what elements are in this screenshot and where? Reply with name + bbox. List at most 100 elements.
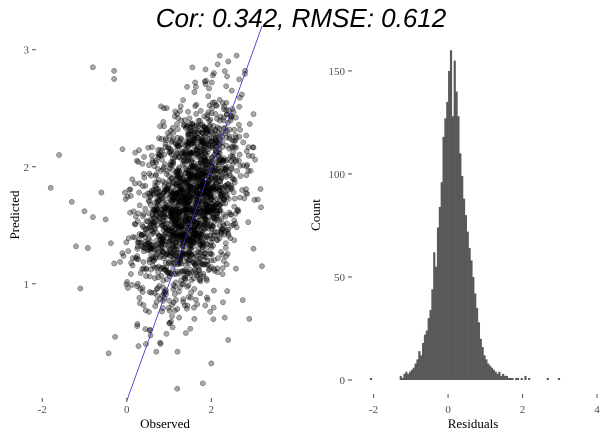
- scatter-point: [257, 186, 264, 192]
- scatter-point: [201, 113, 208, 120]
- scatter-point: [179, 161, 186, 168]
- scatter-point: [204, 241, 211, 247]
- scatter-point: [226, 126, 233, 133]
- scatter-point: [182, 214, 189, 220]
- scatter-point: [176, 143, 183, 150]
- scatter-point: [153, 238, 160, 244]
- scatter-point: [178, 233, 185, 240]
- scatter-point: [153, 348, 160, 355]
- scatter-point: [213, 167, 219, 174]
- scatter-point: [166, 320, 173, 326]
- scatter-point: [237, 94, 243, 101]
- scatter-point: [225, 58, 232, 65]
- scatter-point: [201, 169, 208, 176]
- scatter-point: [198, 177, 205, 184]
- scatter-point: [217, 157, 223, 164]
- histogram-bar: [546, 377, 549, 380]
- scatter-points: [47, 52, 265, 392]
- scatter-point: [224, 288, 231, 294]
- scatter-point: [178, 225, 185, 232]
- scatter-point: [197, 152, 204, 159]
- scatter-point: [173, 152, 179, 159]
- histogram-bar: [453, 60, 456, 381]
- scatter-point: [234, 168, 241, 174]
- scatter-point: [204, 296, 211, 303]
- scatter-point: [213, 132, 220, 138]
- histogram-bar: [423, 334, 427, 380]
- histogram-bar: [503, 375, 507, 380]
- scatter-point: [237, 173, 244, 179]
- scatter-point: [200, 127, 206, 133]
- scatter-point: [170, 286, 177, 293]
- scatter-point: [209, 175, 215, 182]
- histogram-bar: [462, 198, 466, 380]
- scatter-point: [136, 189, 142, 196]
- scatter-point: [129, 262, 136, 269]
- histogram-x-label: Residuals: [448, 416, 499, 431]
- scatter-point: [148, 218, 155, 224]
- scatter-point: [156, 135, 162, 142]
- scatter-point: [236, 151, 243, 158]
- histogram-bar: [399, 375, 402, 380]
- scatter-point: [252, 156, 258, 163]
- scatter-point: [223, 227, 230, 233]
- scatter-point: [186, 150, 193, 157]
- scatter-point: [243, 190, 249, 196]
- histogram-bar: [429, 309, 432, 380]
- scatter-point: [137, 270, 144, 276]
- histogram-bar: [440, 182, 443, 380]
- scatter-point: [148, 172, 154, 179]
- scatter-point: [222, 240, 229, 247]
- scatter-point: [154, 264, 160, 271]
- scatter-point: [179, 154, 186, 160]
- scatter-point: [208, 79, 215, 86]
- scatter-point: [68, 199, 75, 205]
- scatter-point: [157, 339, 163, 346]
- scatter-point: [81, 208, 88, 215]
- scatter-point: [201, 150, 208, 156]
- scatter-point: [236, 103, 243, 110]
- scatter-point: [250, 111, 257, 117]
- scatter-point: [186, 199, 193, 205]
- scatter-point: [166, 320, 173, 327]
- scatter-point: [168, 139, 175, 145]
- scatter-point: [182, 197, 189, 204]
- scatter-point: [210, 199, 217, 205]
- scatter-point: [163, 200, 170, 206]
- histogram-bar: [448, 70, 451, 380]
- scatter-point: [219, 271, 226, 277]
- scatter-point: [160, 264, 167, 271]
- histogram-bar: [442, 136, 445, 380]
- scatter-point: [127, 209, 133, 216]
- scatter-point: [207, 123, 213, 130]
- histogram-bar: [414, 363, 417, 380]
- scatter-point: [167, 249, 174, 256]
- scatter-point: [205, 109, 212, 116]
- scatter-point: [198, 175, 205, 181]
- scatter-point: [216, 125, 223, 132]
- scatter-point: [254, 196, 261, 203]
- scatter-y-label: Predicted: [7, 190, 22, 240]
- scatter-point: [235, 208, 242, 215]
- scatter-point: [170, 155, 176, 162]
- scatter-point: [192, 165, 199, 172]
- scatter-point: [222, 213, 229, 220]
- scatter-point: [163, 276, 170, 283]
- scatter-point: [173, 279, 179, 286]
- scatter-point: [250, 245, 257, 252]
- scatter-point: [185, 158, 192, 165]
- scatter-point: [249, 144, 256, 151]
- scatter-point: [199, 244, 206, 251]
- histogram-bar: [438, 206, 441, 380]
- scatter-point: [179, 281, 185, 287]
- scatter-point: [228, 166, 235, 173]
- chart-title: Cor: 0.342, RMSE: 0.612: [156, 3, 447, 33]
- scatter-point: [216, 168, 222, 175]
- scatter-point: [127, 186, 134, 193]
- scatter-point: [203, 77, 209, 84]
- scatter-point: [246, 316, 253, 322]
- scatter-point: [202, 66, 209, 73]
- scatter-point: [211, 232, 218, 239]
- scatter-point: [169, 238, 175, 244]
